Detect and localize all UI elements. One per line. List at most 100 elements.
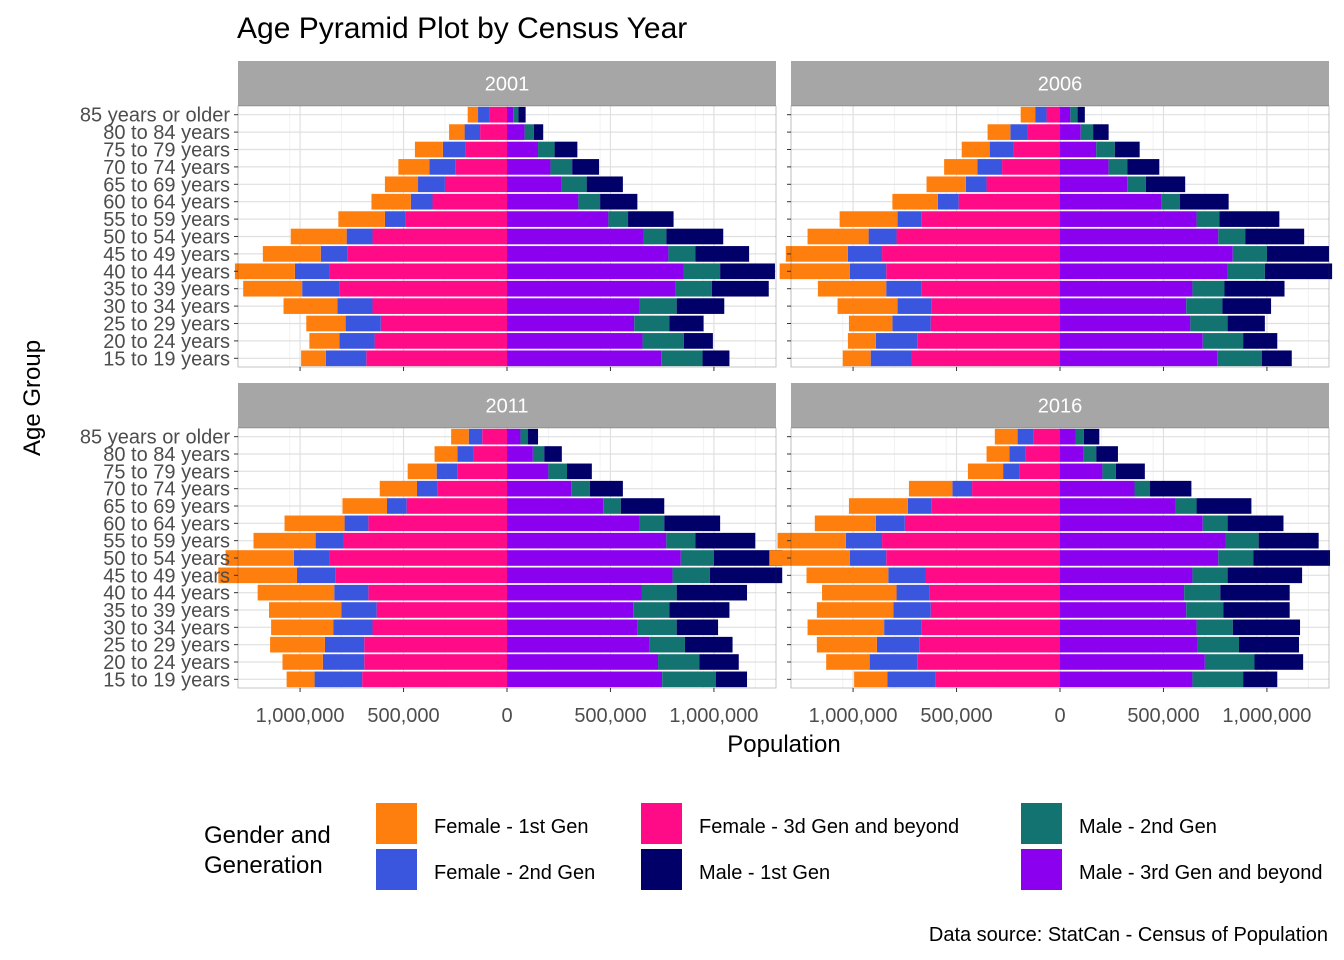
bar-segment — [709, 567, 783, 584]
bar-segment — [887, 671, 936, 688]
bar-segment — [507, 567, 673, 584]
bar-segment — [639, 515, 665, 532]
bar-segment — [449, 124, 465, 140]
legend-key — [641, 849, 682, 890]
bar-segment — [603, 498, 621, 514]
bar-segment — [886, 263, 1060, 280]
x-tick-label: 500,000 — [574, 705, 646, 727]
bar-segment — [507, 141, 539, 158]
bar-segment — [649, 636, 685, 653]
bar-segment — [1083, 446, 1097, 462]
y-tick-label: 35 to 39 years — [103, 600, 230, 622]
bar-segment — [662, 671, 716, 688]
bar-segment — [641, 584, 677, 601]
bar-segment — [342, 498, 387, 514]
y-tick-label: 45 to 49 years — [103, 244, 230, 266]
bar-segment — [1077, 106, 1085, 123]
bar-segment — [442, 141, 466, 158]
y-tick-label: 20 to 24 years — [103, 652, 230, 674]
bar-segment — [896, 228, 1060, 245]
bar-segment — [296, 567, 336, 584]
bar-segment — [507, 280, 676, 297]
bar-segment — [1060, 671, 1193, 688]
bar-segment — [384, 176, 419, 193]
bar-segment — [695, 246, 750, 262]
bar-segment — [884, 619, 922, 636]
bar-segment — [965, 176, 987, 193]
bar-segment — [302, 280, 340, 297]
bar-segment — [322, 654, 365, 670]
bar-segment — [372, 298, 507, 314]
bar-segment — [1196, 211, 1220, 227]
bar-segment — [1218, 228, 1246, 245]
bar-segment — [847, 246, 883, 262]
bar-segment — [826, 654, 870, 670]
bar-segment — [882, 246, 1060, 262]
bar-segment — [1096, 141, 1115, 158]
bar-segment — [364, 654, 507, 670]
bar-segment — [507, 350, 662, 367]
bar-segment — [875, 515, 905, 532]
bar-segment — [637, 619, 677, 636]
bar-segment — [465, 141, 507, 158]
bar-segment — [921, 211, 1060, 227]
bar-segment — [642, 333, 684, 349]
bar-segment — [507, 636, 650, 653]
bar-segment — [507, 619, 638, 636]
x-tick-label: 0 — [1054, 705, 1065, 727]
bar-segment — [347, 246, 507, 262]
bar-segment — [1060, 654, 1205, 670]
bar-segment — [368, 515, 507, 532]
bar-segment — [961, 141, 990, 158]
bar-segment — [405, 211, 507, 227]
bar-segment — [848, 315, 893, 332]
bar-segment — [1003, 463, 1020, 480]
bar-segment — [294, 263, 330, 280]
bar-segment — [1232, 619, 1301, 636]
bar-segment — [1080, 124, 1094, 140]
bar-segment — [269, 602, 342, 618]
bar-segment — [379, 480, 417, 497]
bar-segment — [814, 515, 876, 532]
bar-segment — [386, 498, 407, 514]
bar-segment — [917, 654, 1060, 670]
bar-segment — [806, 567, 889, 584]
bar-segment — [482, 428, 507, 445]
legend-label: Female - 1st Gen — [434, 816, 589, 838]
bar-segment — [1035, 106, 1047, 123]
bar-segment — [1227, 567, 1303, 584]
bar-segment — [329, 263, 507, 280]
bar-segment — [1190, 315, 1228, 332]
bar-segment — [532, 446, 545, 462]
bar-segment — [989, 141, 1014, 158]
bar-segment — [380, 315, 507, 332]
bar-segment — [1219, 211, 1280, 227]
bar-segment — [848, 498, 908, 514]
bar-segment — [451, 428, 469, 445]
y-tick-label: 40 to 44 years — [103, 583, 230, 605]
bar-segment — [643, 228, 667, 245]
bar-segment — [925, 567, 1060, 584]
bar-segment — [921, 619, 1060, 636]
bar-segment — [1220, 584, 1290, 601]
bar-segment — [958, 193, 1060, 210]
bar-segment — [845, 532, 883, 549]
bar-segment — [478, 106, 490, 123]
y-tick-label: 80 to 84 years — [103, 122, 230, 144]
bar-segment — [886, 280, 922, 297]
bar-segment — [952, 480, 973, 497]
bar-segment — [1227, 263, 1265, 280]
y-tick-label: 75 to 79 years — [103, 461, 230, 483]
bar-segment — [507, 515, 640, 532]
bar-segment — [1134, 480, 1151, 497]
bar-segment — [668, 246, 696, 262]
x-tick-label: 1,000,000 — [669, 705, 758, 727]
bar-segment — [917, 333, 1060, 349]
bar-segment — [480, 124, 507, 140]
x-tick-label: 500,000 — [1127, 705, 1199, 727]
legend-key — [1021, 849, 1062, 890]
bar-segment — [301, 350, 326, 367]
bar-segment — [1083, 428, 1100, 445]
bar-segment — [929, 584, 1060, 601]
bar-segment — [600, 193, 638, 210]
